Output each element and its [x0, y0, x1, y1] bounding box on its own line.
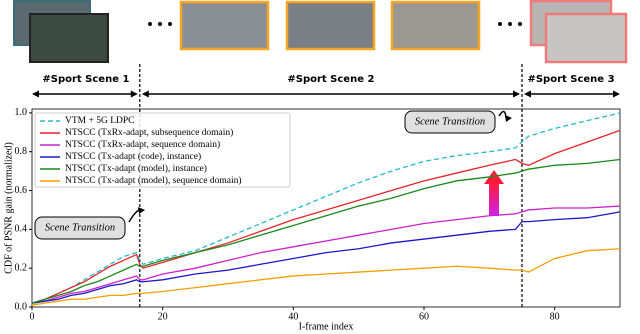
thumbnails	[13, 0, 628, 64]
legend-box	[34, 112, 291, 188]
x-tick-label: 20	[158, 311, 168, 322]
arrow-head	[130, 90, 138, 98]
trend-arrow	[484, 170, 504, 216]
y-tick-label: 0.6	[15, 185, 28, 196]
plot-frame	[31, 108, 621, 308]
scene-label: #Sport Scene 1	[42, 74, 129, 85]
arrow-head	[524, 90, 531, 98]
annotation: Scene Transition	[415, 116, 485, 127]
scene-label: #Sport Scene 2	[287, 74, 374, 85]
series-line	[31, 248, 621, 306]
y-tick-label: 1.0	[15, 107, 28, 118]
y-tick-label: 0.2	[15, 262, 28, 273]
series-line	[31, 129, 621, 304]
series-line	[31, 205, 621, 304]
annotation-arrow	[498, 110, 507, 119]
x-tick-label: 40	[288, 311, 298, 322]
x-tick-label: 0	[30, 311, 35, 322]
legend-label: NTSCC (Tx-adapt (model), instance)	[65, 163, 207, 174]
annotation: Scene Transition	[45, 222, 115, 233]
y-tick-label: 0.8	[15, 146, 28, 157]
legend-label: NTSCC (Tx-adapt (model), sequence domain…	[65, 175, 242, 186]
arrow-head	[613, 90, 620, 98]
x-axis-label: I-frame index	[299, 321, 354, 332]
x-tick-label: 60	[419, 311, 429, 322]
arrow-head	[505, 115, 512, 122]
arrow-head	[138, 207, 145, 214]
legend-label: NTSCC (TxRx-adapt, sequence domain)	[65, 139, 220, 150]
legend-label: NTSCC (Tx-adapt (code), instance)	[65, 151, 201, 162]
y-axis-label: CDF of PSNR gain (normalized)	[3, 142, 14, 274]
series-line	[31, 158, 621, 304]
series-line	[31, 112, 621, 304]
arrow-head	[513, 90, 520, 98]
arrow-head	[32, 90, 39, 98]
scene-label: #Sport Scene 3	[527, 74, 614, 85]
legend-label: NTSCC (TxRx-adapt, subsequence domain)	[65, 127, 233, 138]
annotation-box	[34, 216, 126, 240]
y-tick-label: 0.4	[15, 224, 28, 235]
series-line	[31, 211, 621, 304]
x-tick-label: 80	[550, 311, 560, 322]
arrow-head	[141, 90, 149, 98]
annotation-arrow	[128, 209, 140, 223]
legend-label: VTM + 5G LDPC	[65, 116, 135, 126]
y-tick-label: 0.0	[15, 301, 28, 312]
annotation-box	[404, 110, 496, 134]
